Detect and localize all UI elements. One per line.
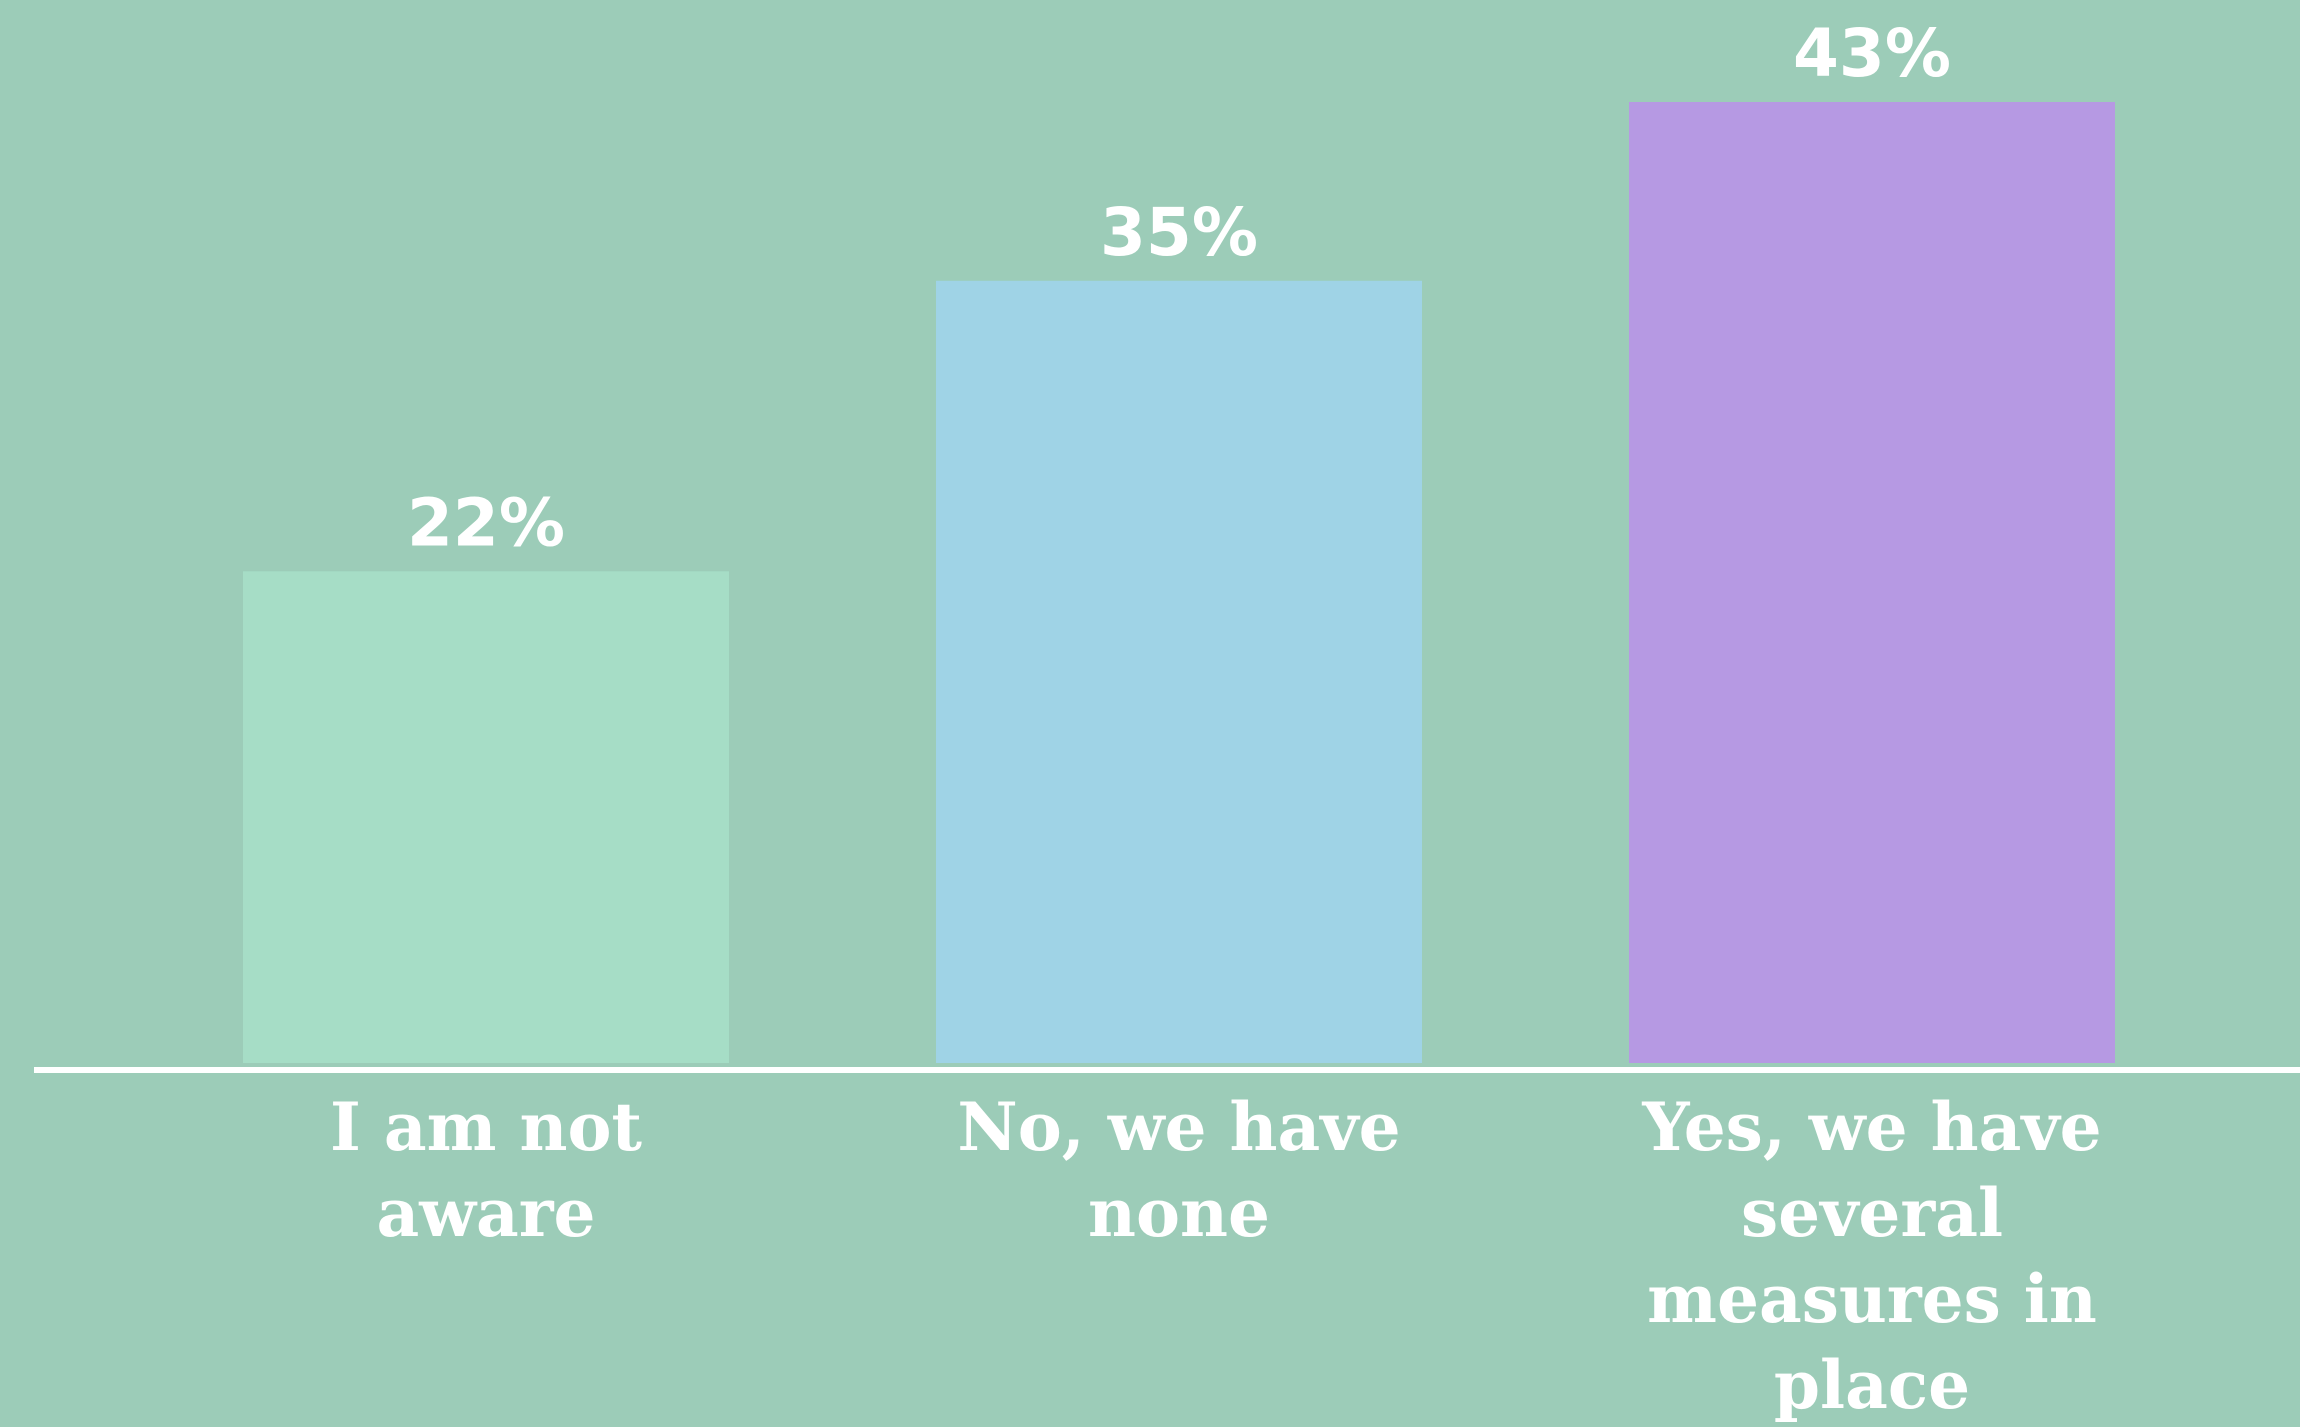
bar-3 (1629, 102, 2115, 1063)
value-label-1: 22% (407, 484, 565, 561)
bar-2 (936, 280, 1422, 1063)
category-label-line: several (1741, 1174, 2003, 1252)
category-label-1: I am not aware (330, 1088, 642, 1252)
category-label-line: No, we have (957, 1088, 1400, 1166)
category-label-line: aware (376, 1174, 595, 1252)
value-label-2: 35% (1100, 194, 1258, 271)
category-label-line: measures in (1647, 1260, 2097, 1338)
category-label-line: place (1774, 1346, 1970, 1424)
bar-1 (243, 571, 729, 1063)
category-label-3: Yes, we have several measures in place (1641, 1088, 2101, 1424)
value-label-3: 43% (1793, 15, 1951, 92)
bars-group (243, 102, 2115, 1063)
category-label-2: No, we have none (957, 1088, 1400, 1252)
category-label-line: I am not (330, 1088, 642, 1166)
category-labels-group: I am not aware No, we have none Yes, we have… (330, 1088, 2102, 1424)
category-label-line: none (1088, 1174, 1270, 1252)
category-label-line: Yes, we have (1641, 1088, 2101, 1166)
value-labels-group: 22% 35% 43% (407, 15, 1951, 561)
